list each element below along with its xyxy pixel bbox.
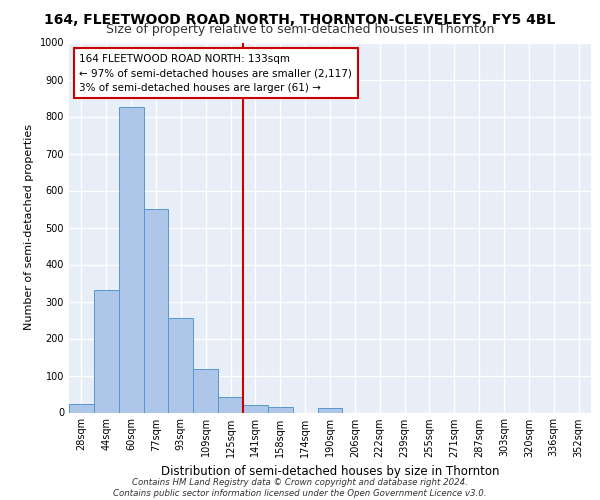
Bar bbox=[243, 405, 268, 412]
Y-axis label: Number of semi-detached properties: Number of semi-detached properties bbox=[24, 124, 34, 330]
Bar bbox=[143, 209, 169, 412]
Text: Contains HM Land Registry data © Crown copyright and database right 2024.
Contai: Contains HM Land Registry data © Crown c… bbox=[113, 478, 487, 498]
Text: Size of property relative to semi-detached houses in Thornton: Size of property relative to semi-detach… bbox=[106, 22, 494, 36]
X-axis label: Distribution of semi-detached houses by size in Thornton: Distribution of semi-detached houses by … bbox=[161, 465, 499, 478]
Bar bbox=[94, 290, 119, 412]
Bar bbox=[69, 404, 94, 412]
Bar bbox=[218, 397, 243, 412]
Bar bbox=[268, 408, 293, 412]
Bar bbox=[317, 408, 343, 412]
Text: 164 FLEETWOOD ROAD NORTH: 133sqm
← 97% of semi-detached houses are smaller (2,11: 164 FLEETWOOD ROAD NORTH: 133sqm ← 97% o… bbox=[79, 54, 352, 93]
Bar bbox=[193, 369, 218, 412]
Text: 164, FLEETWOOD ROAD NORTH, THORNTON-CLEVELEYS, FY5 4BL: 164, FLEETWOOD ROAD NORTH, THORNTON-CLEV… bbox=[44, 12, 556, 26]
Bar bbox=[119, 108, 143, 412]
Bar bbox=[169, 318, 193, 412]
